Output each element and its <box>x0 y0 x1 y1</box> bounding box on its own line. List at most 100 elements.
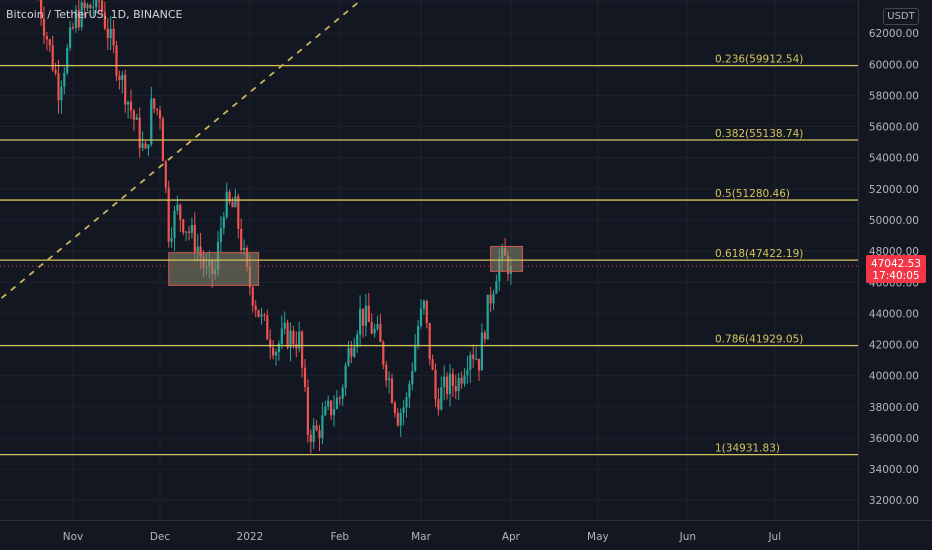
candle[interactable] <box>269 329 272 360</box>
candle[interactable] <box>164 159 167 194</box>
candle[interactable] <box>361 308 365 338</box>
candle[interactable] <box>301 329 304 378</box>
candle[interactable] <box>463 368 466 387</box>
candle[interactable] <box>77 0 80 31</box>
candle[interactable] <box>353 338 356 358</box>
candle[interactable] <box>306 379 309 443</box>
candle[interactable] <box>263 312 266 321</box>
candle[interactable] <box>399 408 402 437</box>
candle[interactable] <box>405 392 408 418</box>
candle[interactable] <box>156 108 159 116</box>
candle[interactable] <box>477 358 481 381</box>
candle[interactable] <box>425 299 428 329</box>
candle[interactable] <box>396 408 399 427</box>
candle[interactable] <box>106 17 109 51</box>
candle[interactable] <box>103 1 106 31</box>
candle[interactable] <box>71 22 75 31</box>
trendline[interactable] <box>0 0 772 313</box>
candle[interactable] <box>341 384 344 406</box>
candle[interactable] <box>338 395 341 406</box>
candle[interactable] <box>303 359 307 392</box>
candle[interactable] <box>127 100 130 119</box>
candle[interactable] <box>327 395 330 411</box>
candle[interactable] <box>460 371 463 389</box>
candle[interactable] <box>466 356 469 385</box>
consolidation-zone[interactable] <box>490 245 524 272</box>
candle[interactable] <box>350 340 353 364</box>
candle[interactable] <box>132 108 135 131</box>
candle[interactable] <box>472 344 475 368</box>
candle[interactable] <box>402 400 405 426</box>
candle[interactable] <box>42 6 46 45</box>
candle[interactable] <box>112 19 115 54</box>
candle[interactable] <box>312 418 315 450</box>
candle[interactable] <box>190 217 193 239</box>
candle[interactable] <box>80 0 83 31</box>
candle[interactable] <box>240 218 243 255</box>
candle[interactable] <box>483 330 486 344</box>
candle[interactable] <box>486 294 489 340</box>
candle[interactable] <box>318 424 321 451</box>
candle[interactable] <box>118 70 121 90</box>
candle[interactable] <box>100 0 104 16</box>
candle[interactable] <box>170 227 173 249</box>
candle[interactable] <box>124 69 127 113</box>
candle[interactable] <box>428 322 431 366</box>
candle[interactable] <box>286 319 289 350</box>
candle[interactable] <box>364 293 367 337</box>
candle[interactable] <box>57 60 60 114</box>
candle[interactable] <box>219 215 222 253</box>
candle[interactable] <box>309 429 312 454</box>
candle[interactable] <box>440 376 443 411</box>
candle[interactable] <box>40 0 43 26</box>
candle[interactable] <box>443 365 446 401</box>
candle[interactable] <box>231 197 234 208</box>
candle[interactable] <box>480 323 483 371</box>
candle[interactable] <box>434 363 437 407</box>
candle[interactable] <box>332 395 336 427</box>
candle[interactable] <box>448 363 452 407</box>
candle[interactable] <box>109 15 112 51</box>
candle[interactable] <box>153 97 156 113</box>
candle[interactable] <box>277 340 280 361</box>
candle[interactable] <box>225 182 228 220</box>
candle[interactable] <box>370 313 373 335</box>
candle[interactable] <box>228 189 231 205</box>
candle[interactable] <box>451 368 454 397</box>
candle[interactable] <box>298 321 301 353</box>
candle[interactable] <box>321 402 324 445</box>
candle[interactable] <box>344 362 347 397</box>
candle[interactable] <box>315 420 318 432</box>
candle[interactable] <box>115 40 118 82</box>
candle[interactable] <box>280 315 283 350</box>
candle[interactable] <box>86 2 89 12</box>
candle[interactable] <box>129 89 133 119</box>
candle[interactable] <box>469 351 472 384</box>
candle[interactable] <box>89 3 92 9</box>
candle[interactable] <box>257 309 260 318</box>
candle[interactable] <box>388 371 391 394</box>
candle[interactable] <box>266 309 269 340</box>
candle[interactable] <box>66 43 69 76</box>
candle[interactable] <box>431 354 434 371</box>
candle[interactable] <box>63 67 66 95</box>
candle[interactable] <box>411 362 414 391</box>
candle[interactable] <box>492 289 495 311</box>
candle[interactable] <box>254 300 257 318</box>
candle[interactable] <box>48 38 51 53</box>
candle[interactable] <box>454 374 457 400</box>
candle[interactable] <box>359 295 362 347</box>
candle[interactable] <box>295 331 298 358</box>
candle[interactable] <box>222 211 225 235</box>
candle[interactable] <box>330 399 333 421</box>
candle[interactable] <box>237 193 240 239</box>
candle[interactable] <box>234 188 237 208</box>
candle[interactable] <box>495 274 498 294</box>
candle[interactable] <box>272 339 275 360</box>
candle[interactable] <box>167 180 170 248</box>
candle[interactable] <box>138 107 141 158</box>
candle[interactable] <box>141 131 144 152</box>
candle[interactable] <box>121 71 124 94</box>
